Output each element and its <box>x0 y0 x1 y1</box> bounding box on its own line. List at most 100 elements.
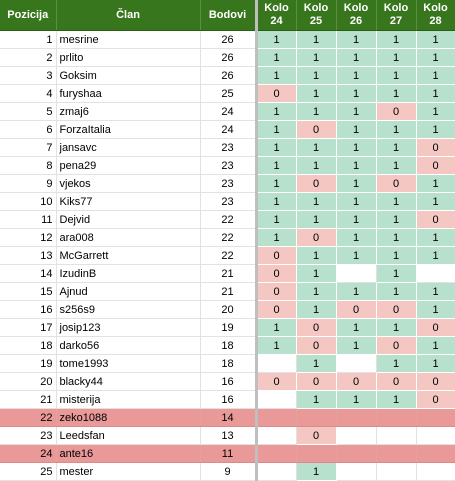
round-result-cell[interactable]: 1 <box>254 30 297 49</box>
round-result-cell[interactable]: 1 <box>416 48 455 67</box>
round-result-cell[interactable]: 1 <box>296 390 337 409</box>
points-cell[interactable]: 23 <box>200 156 257 175</box>
member-cell[interactable]: vjekos <box>56 174 201 193</box>
member-cell[interactable]: McGarrett <box>56 246 201 265</box>
member-cell[interactable]: Dejvid <box>56 210 201 229</box>
round-result-cell[interactable]: 1 <box>336 138 377 157</box>
table-row[interactable]: 7 jansavc 23 1 1 1 1 0 <box>0 138 455 157</box>
round-result-cell[interactable]: 1 <box>336 30 377 49</box>
round-result-cell[interactable]: 1 <box>376 66 417 85</box>
round-result-cell[interactable]: 1 <box>336 156 377 175</box>
round-result-cell[interactable]: 1 <box>416 354 455 373</box>
member-cell[interactable]: furyshaa <box>56 84 201 103</box>
round-result-cell[interactable]: 1 <box>416 282 455 301</box>
points-cell[interactable]: 22 <box>200 246 257 265</box>
round-result-cell[interactable] <box>376 408 417 427</box>
round-result-cell[interactable]: 1 <box>376 246 417 265</box>
round-result-cell[interactable]: 1 <box>416 336 455 355</box>
table-row[interactable]: 4 furyshaa 25 0 1 1 1 1 <box>0 84 455 103</box>
member-cell[interactable]: zeko1088 <box>56 408 201 427</box>
round-result-cell[interactable]: 1 <box>376 282 417 301</box>
table-row[interactable]: 16 s256s9 20 0 1 0 0 1 <box>0 300 455 319</box>
round-result-cell[interactable] <box>254 462 297 481</box>
round-header[interactable]: Kolo 24 <box>254 0 297 31</box>
round-result-cell[interactable]: 1 <box>296 246 337 265</box>
round-result-cell[interactable]: 1 <box>254 336 297 355</box>
round-result-cell[interactable]: 0 <box>254 264 297 283</box>
round-result-cell[interactable]: 1 <box>254 138 297 157</box>
round-result-cell[interactable]: 1 <box>296 300 337 319</box>
table-row[interactable]: 5 zmaj6 24 1 1 1 0 1 <box>0 102 455 121</box>
table-row[interactable]: 8 pena29 23 1 1 1 1 0 <box>0 156 455 175</box>
round-result-cell[interactable]: 1 <box>416 192 455 211</box>
round-result-cell[interactable]: 1 <box>376 48 417 67</box>
table-row[interactable]: 20 blacky44 16 0 0 0 0 0 <box>0 372 455 391</box>
round-result-cell[interactable]: 1 <box>376 30 417 49</box>
round-result-cell[interactable]: 0 <box>254 372 297 391</box>
round-result-cell[interactable]: 1 <box>416 84 455 103</box>
member-header[interactable]: Član <box>56 0 201 31</box>
round-result-cell[interactable]: 0 <box>376 300 417 319</box>
round-result-cell[interactable]: 0 <box>296 372 337 391</box>
round-result-cell[interactable]: 0 <box>336 372 377 391</box>
position-cell[interactable]: 9 <box>0 174 57 193</box>
round-result-cell[interactable]: 1 <box>336 84 377 103</box>
round-result-cell[interactable] <box>254 390 297 409</box>
round-result-cell[interactable]: 1 <box>296 66 337 85</box>
position-cell[interactable]: 19 <box>0 354 57 373</box>
round-result-cell[interactable]: 1 <box>416 174 455 193</box>
round-result-cell[interactable]: 1 <box>296 30 337 49</box>
round-result-cell[interactable]: 1 <box>254 228 297 247</box>
member-cell[interactable]: jansavc <box>56 138 201 157</box>
position-cell[interactable]: 14 <box>0 264 57 283</box>
round-result-cell[interactable]: 1 <box>336 246 377 265</box>
round-result-cell[interactable]: 0 <box>296 336 337 355</box>
position-cell[interactable]: 1 <box>0 30 57 49</box>
round-result-cell[interactable] <box>336 354 377 373</box>
points-cell[interactable]: 26 <box>200 66 257 85</box>
round-result-cell[interactable]: 0 <box>296 426 337 445</box>
points-cell[interactable]: 23 <box>200 174 257 193</box>
position-cell[interactable]: 2 <box>0 48 57 67</box>
round-result-cell[interactable]: 1 <box>254 156 297 175</box>
points-cell[interactable]: 21 <box>200 264 257 283</box>
round-result-cell[interactable]: 1 <box>336 192 377 211</box>
round-result-cell[interactable] <box>336 264 377 283</box>
member-cell[interactable]: ForzaItalia <box>56 120 201 139</box>
round-result-cell[interactable]: 1 <box>296 102 337 121</box>
round-result-cell[interactable]: 1 <box>254 192 297 211</box>
points-cell[interactable]: 24 <box>200 102 257 121</box>
round-result-cell[interactable]: 1 <box>296 462 337 481</box>
round-result-cell[interactable]: 1 <box>376 264 417 283</box>
position-cell[interactable]: 7 <box>0 138 57 157</box>
member-cell[interactable]: mester <box>56 462 201 481</box>
round-result-cell[interactable] <box>254 354 297 373</box>
table-row[interactable]: 25 mester 9 1 <box>0 462 455 481</box>
round-result-cell[interactable]: 1 <box>336 210 377 229</box>
round-result-cell[interactable] <box>296 408 337 427</box>
round-result-cell[interactable]: 1 <box>336 228 377 247</box>
round-result-cell[interactable]: 1 <box>376 210 417 229</box>
round-result-cell[interactable]: 1 <box>336 318 377 337</box>
round-result-cell[interactable] <box>376 462 417 481</box>
round-result-cell[interactable]: 0 <box>336 300 377 319</box>
points-cell[interactable]: 16 <box>200 390 257 409</box>
table-row[interactable]: 19 tome1993 18 1 1 1 <box>0 354 455 373</box>
round-result-cell[interactable]: 0 <box>296 228 337 247</box>
round-header[interactable]: Kolo 27 <box>376 0 417 31</box>
position-cell[interactable]: 3 <box>0 66 57 85</box>
round-result-cell[interactable] <box>376 426 417 445</box>
round-result-cell[interactable]: 1 <box>416 246 455 265</box>
points-cell[interactable]: 21 <box>200 282 257 301</box>
points-cell[interactable]: 14 <box>200 408 257 427</box>
round-result-cell[interactable]: 1 <box>376 318 417 337</box>
round-result-cell[interactable]: 1 <box>296 156 337 175</box>
round-result-cell[interactable] <box>416 408 455 427</box>
points-cell[interactable]: 26 <box>200 30 257 49</box>
round-header[interactable]: Kolo 28 <box>416 0 455 31</box>
round-result-cell[interactable]: 0 <box>254 282 297 301</box>
round-result-cell[interactable]: 1 <box>254 318 297 337</box>
round-result-cell[interactable]: 1 <box>336 102 377 121</box>
round-result-cell[interactable]: 1 <box>296 264 337 283</box>
round-result-cell[interactable]: 1 <box>416 120 455 139</box>
